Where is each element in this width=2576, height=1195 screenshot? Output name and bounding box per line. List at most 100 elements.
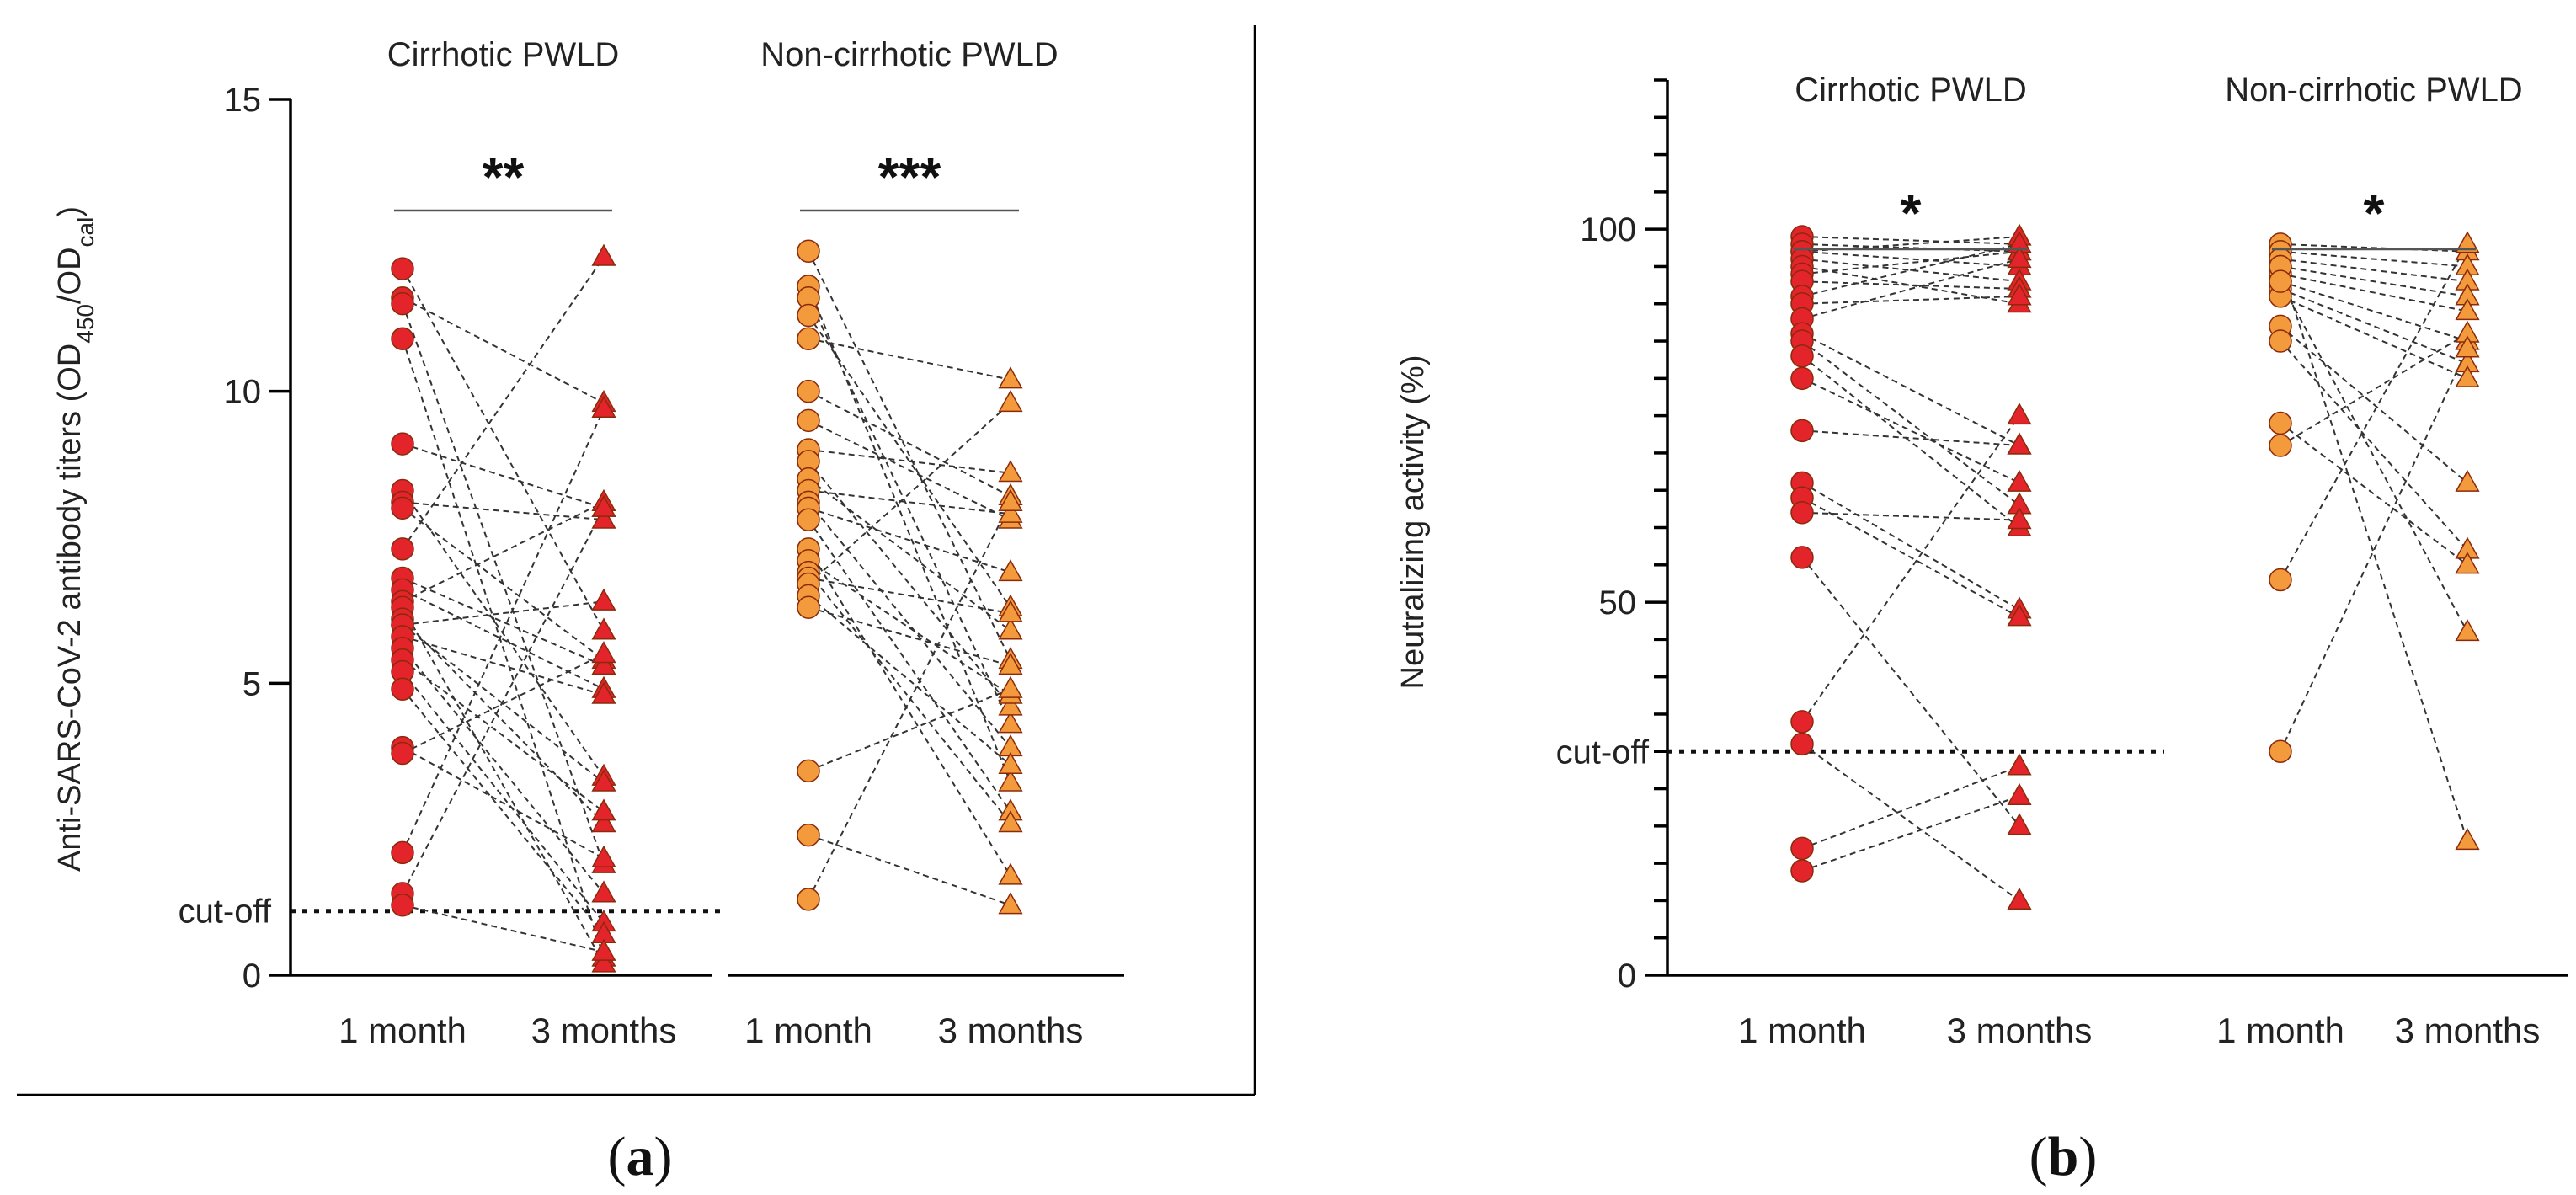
point-3-months bbox=[998, 711, 1023, 734]
point-1-month bbox=[797, 327, 820, 351]
pair-connector bbox=[402, 296, 605, 404]
pair-connector bbox=[1801, 258, 2020, 283]
pair-connector bbox=[808, 285, 1011, 783]
pair-connector bbox=[402, 489, 605, 777]
panel-a-pair-lines bbox=[402, 250, 1011, 964]
pair-connector bbox=[402, 618, 605, 824]
pair-connector bbox=[808, 519, 1011, 813]
pair-connector bbox=[808, 548, 1011, 877]
pair-connector bbox=[402, 507, 605, 661]
point-3-months bbox=[591, 810, 616, 833]
pair-connector bbox=[402, 746, 605, 860]
point-3-months bbox=[591, 395, 616, 419]
pair-connector bbox=[1801, 557, 2020, 827]
pair-connector bbox=[808, 507, 1011, 573]
point-3-months bbox=[2455, 828, 2480, 851]
pair-connector bbox=[402, 648, 605, 894]
point-3-months bbox=[591, 617, 616, 640]
point-3-months bbox=[998, 862, 1023, 885]
pair-connector bbox=[402, 659, 605, 813]
point-3-months bbox=[998, 810, 1023, 833]
pair-connector bbox=[2280, 280, 2468, 342]
panel-b-label: (b) bbox=[2029, 1126, 2098, 1187]
point-1-month bbox=[797, 379, 820, 403]
pair-connector bbox=[402, 635, 605, 696]
point-1-month bbox=[391, 432, 414, 456]
point-3-months bbox=[2007, 887, 2032, 910]
group-title: Non-cirrhotic PWLD bbox=[2225, 72, 2522, 109]
point-3-months bbox=[998, 617, 1023, 640]
pair-connector bbox=[1801, 429, 2020, 447]
significance-stars: * bbox=[2364, 183, 2385, 243]
pair-connector bbox=[402, 501, 605, 521]
pair-connector bbox=[808, 688, 1011, 772]
point-1-month bbox=[2269, 411, 2292, 435]
point-1-month bbox=[1790, 344, 1814, 368]
point-3-months bbox=[2007, 507, 2032, 530]
x-category-label: 3 months bbox=[1947, 1011, 2093, 1050]
pair-connector bbox=[2280, 295, 2468, 380]
pair-connector bbox=[808, 419, 1011, 521]
pair-connector bbox=[402, 653, 605, 755]
cutoff-label: cut-off bbox=[179, 894, 272, 931]
point-3-months bbox=[998, 389, 1023, 413]
point-3-months bbox=[998, 693, 1023, 716]
significance-stars: *** bbox=[878, 147, 941, 207]
cutoff-label: cut-off bbox=[1556, 734, 1650, 771]
point-1-month bbox=[797, 595, 820, 619]
point-1-month bbox=[1790, 501, 1814, 525]
panel-b-y-ticks: 0 50 100 bbox=[1580, 78, 1667, 995]
panel-b-category-labels: 1 month 3 months 1 month 3 months bbox=[1738, 1011, 2540, 1050]
point-3-months bbox=[998, 460, 1023, 483]
pair-connector bbox=[402, 501, 605, 603]
point-3-months bbox=[591, 494, 616, 517]
y-tick-label: 100 bbox=[1580, 211, 1636, 248]
group-title: Non-cirrhotic PWLD bbox=[760, 36, 1058, 73]
point-3-months bbox=[591, 950, 616, 973]
pair-connector bbox=[1801, 243, 2020, 253]
pair-connector bbox=[1801, 415, 2020, 723]
panel-b-group-titles: Cirrhotic PWLD * Non-cirrhotic PWLD * bbox=[1794, 72, 2523, 251]
point-3-months bbox=[591, 652, 616, 675]
pair-connector bbox=[2280, 340, 2468, 551]
point-3-months bbox=[998, 769, 1023, 792]
panel-a-group-titles: Cirrhotic PWLD ** Non-cirrhotic PWLD *** bbox=[387, 36, 1059, 212]
x-category-label: 1 month bbox=[339, 1011, 467, 1050]
pair-connector bbox=[402, 670, 605, 924]
pair-connector bbox=[402, 577, 605, 667]
pair-connector bbox=[1801, 497, 2020, 618]
point-1-month bbox=[797, 239, 820, 264]
x-category-label: 1 month bbox=[1738, 1011, 1866, 1050]
point-3-months bbox=[2007, 432, 2032, 455]
point-1-month bbox=[2269, 739, 2292, 763]
pair-connector bbox=[808, 449, 1011, 474]
point-1-month bbox=[797, 508, 820, 531]
point-3-months bbox=[998, 675, 1023, 698]
pair-connector bbox=[808, 559, 1011, 696]
point-1-month bbox=[2269, 568, 2292, 592]
y-tick-label: 0 bbox=[1618, 958, 1636, 995]
point-3-months bbox=[998, 366, 1023, 389]
point-1-month bbox=[391, 741, 414, 766]
pair-connector bbox=[402, 600, 605, 626]
point-3-months bbox=[2007, 246, 2032, 269]
pair-connector bbox=[808, 250, 1011, 661]
y-tick-label: 15 bbox=[224, 82, 262, 119]
pair-connector bbox=[2280, 422, 2468, 566]
point-1-month bbox=[391, 677, 414, 702]
x-category-label: 1 month bbox=[744, 1011, 872, 1050]
panel-a-y-axis-title: Anti-SARS-CoV-2 antibody titers (OD450/O… bbox=[52, 206, 99, 872]
point-1-month bbox=[1790, 836, 1814, 861]
pair-connector bbox=[2280, 243, 2468, 580]
point-3-months bbox=[998, 600, 1023, 622]
pair-connector bbox=[402, 408, 605, 853]
panel-a-category-labels: 1 month 3 months 1 month 3 months bbox=[339, 1011, 1083, 1050]
pair-connector bbox=[2280, 348, 2468, 752]
point-3-months bbox=[591, 798, 616, 821]
x-category-label: 3 months bbox=[531, 1011, 677, 1050]
point-1-month bbox=[2269, 269, 2292, 293]
point-1-month bbox=[391, 291, 414, 316]
significance-stars: ** bbox=[483, 147, 525, 207]
pair-connector bbox=[1801, 795, 2020, 872]
point-3-months bbox=[2007, 283, 2032, 306]
